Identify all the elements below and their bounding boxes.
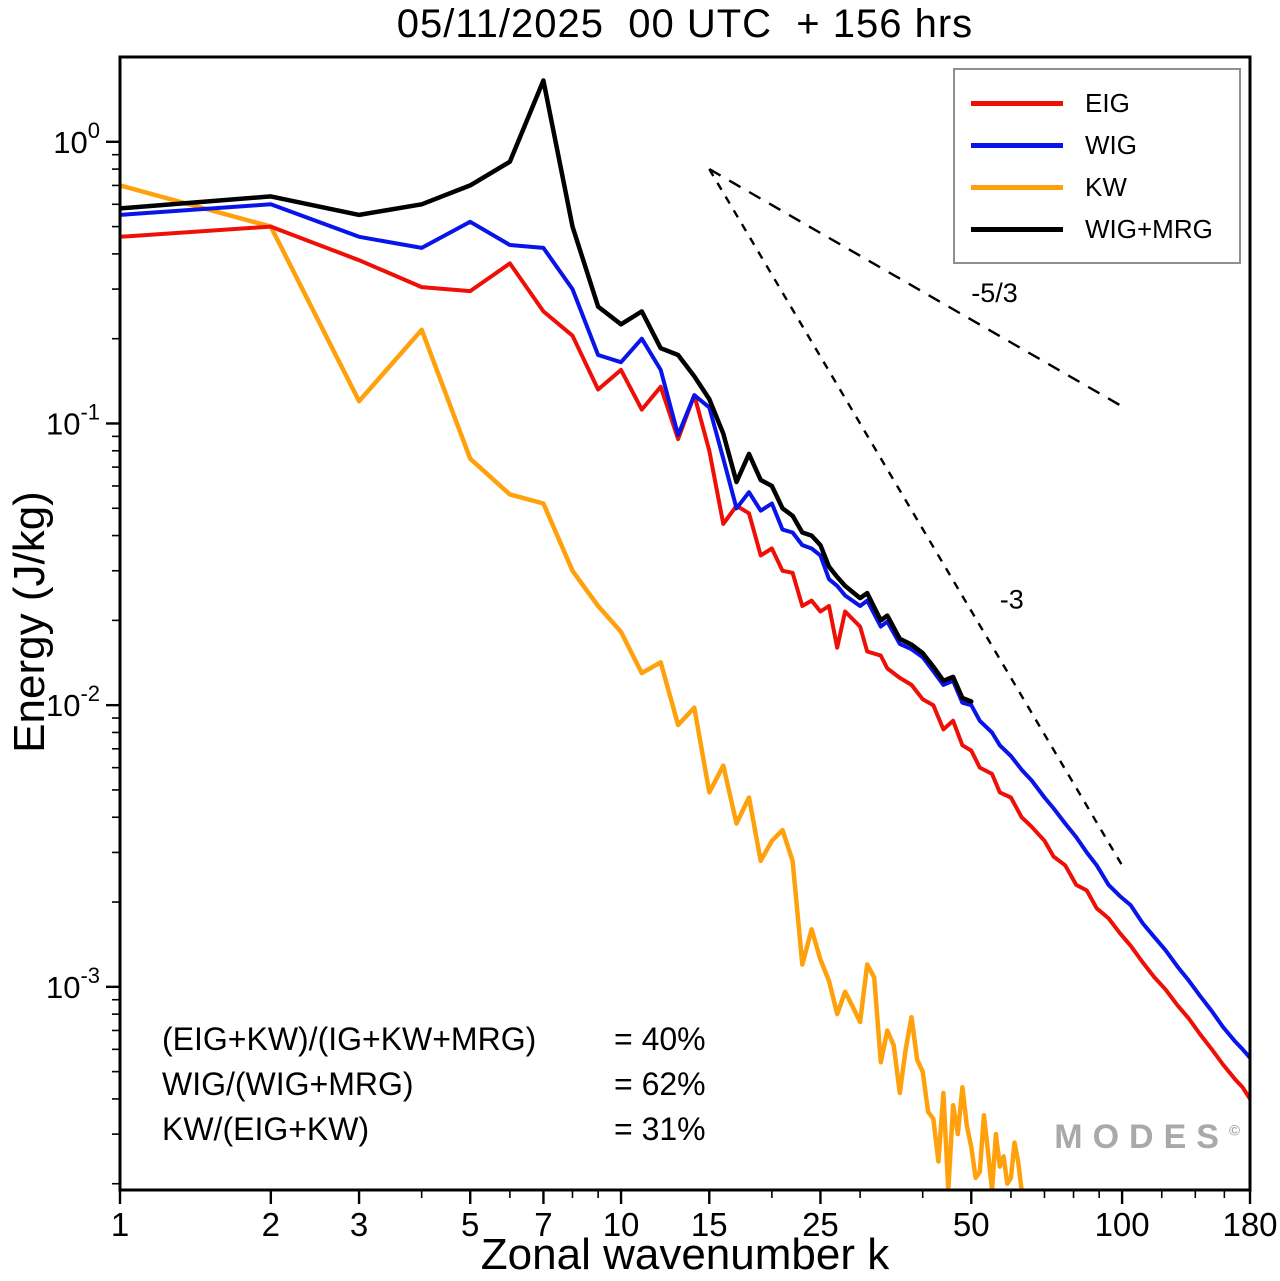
x-tick-label: 5 bbox=[461, 1206, 479, 1243]
x-tick-label: 25 bbox=[802, 1206, 839, 1243]
slope-label--3: -3 bbox=[1000, 585, 1024, 615]
slope-label--5/3: -5/3 bbox=[971, 278, 1018, 308]
x-tick-label: 50 bbox=[953, 1206, 990, 1243]
slope-line--3 bbox=[708, 168, 1124, 866]
legend-label-wig-mrg: WIG+MRG bbox=[1085, 213, 1213, 244]
ratio-1-value: = 40% bbox=[614, 1021, 706, 1057]
legend-line-eig bbox=[971, 100, 1063, 106]
y-tick-label: 10-3 bbox=[46, 963, 100, 1005]
series-line-wig-mrg bbox=[120, 78, 974, 704]
y-tick-label: 10-2 bbox=[46, 681, 100, 723]
y-axis-ticks: 100 10-1 10-2 10-3 bbox=[46, 118, 120, 1185]
y-tick-label: 10-1 bbox=[46, 399, 100, 441]
legend-label-kw: KW bbox=[1085, 171, 1127, 202]
y-tick-label: 100 bbox=[53, 118, 100, 160]
slope-line--5/3 bbox=[708, 168, 1123, 408]
legend: EIG WIG KW WIG+MRG bbox=[953, 68, 1241, 264]
modes-watermark-text: MODES bbox=[1054, 1118, 1229, 1156]
ratio-3-label: KW/(EIG+KW) bbox=[162, 1111, 370, 1147]
x-tick-label: 15 bbox=[691, 1206, 728, 1243]
ratio-3-value: = 31% bbox=[614, 1111, 706, 1147]
modes-watermark: MODES© bbox=[1054, 1118, 1240, 1157]
x-tick-label: 100 bbox=[1095, 1206, 1150, 1243]
x-tick-label: 3 bbox=[350, 1206, 368, 1243]
series-line-eig bbox=[120, 224, 1250, 1101]
x-tick-label: 7 bbox=[534, 1206, 552, 1243]
ratio-annotations: (EIG+KW)/(IG+KW+MRG) = 40% WIG/(WIG+MRG)… bbox=[162, 1020, 706, 1148]
ratio-1-label: (EIG+KW)/(IG+KW+MRG) bbox=[162, 1021, 537, 1057]
legend-line-kw bbox=[971, 184, 1063, 190]
x-tick-label: 1 bbox=[111, 1206, 129, 1243]
chart-title: 05/11/2025 00 UTC + 156 hrs bbox=[396, 2, 974, 46]
plot-border bbox=[118, 55, 1252, 1192]
x-tick-label: 180 bbox=[1222, 1206, 1277, 1243]
legend-item-wig-mrg: WIG+MRG bbox=[971, 208, 1239, 250]
series-line-wig bbox=[120, 202, 1250, 1060]
legend-item-kw: KW bbox=[971, 166, 1239, 208]
legend-label-wig: WIG bbox=[1085, 129, 1137, 160]
x-axis-label: Zonal wavenumber k bbox=[480, 1230, 890, 1279]
legend-line-wig-mrg bbox=[971, 226, 1063, 232]
legend-line-wig bbox=[971, 142, 1063, 148]
legend-item-wig: WIG bbox=[971, 124, 1239, 166]
series-line-kw bbox=[120, 183, 1024, 1190]
legend-label-eig: EIG bbox=[1085, 87, 1130, 118]
reference-lines: -5/3 -3 bbox=[708, 168, 1124, 866]
ratio-2-value: = 62% bbox=[614, 1066, 706, 1102]
modes-watermark-copyright: © bbox=[1228, 1122, 1240, 1140]
x-tick-label: 2 bbox=[262, 1206, 280, 1243]
x-tick-label: 10 bbox=[603, 1206, 640, 1243]
legend-item-eig: EIG bbox=[971, 82, 1239, 124]
ratio-2-label: WIG/(WIG+MRG) bbox=[162, 1066, 414, 1102]
